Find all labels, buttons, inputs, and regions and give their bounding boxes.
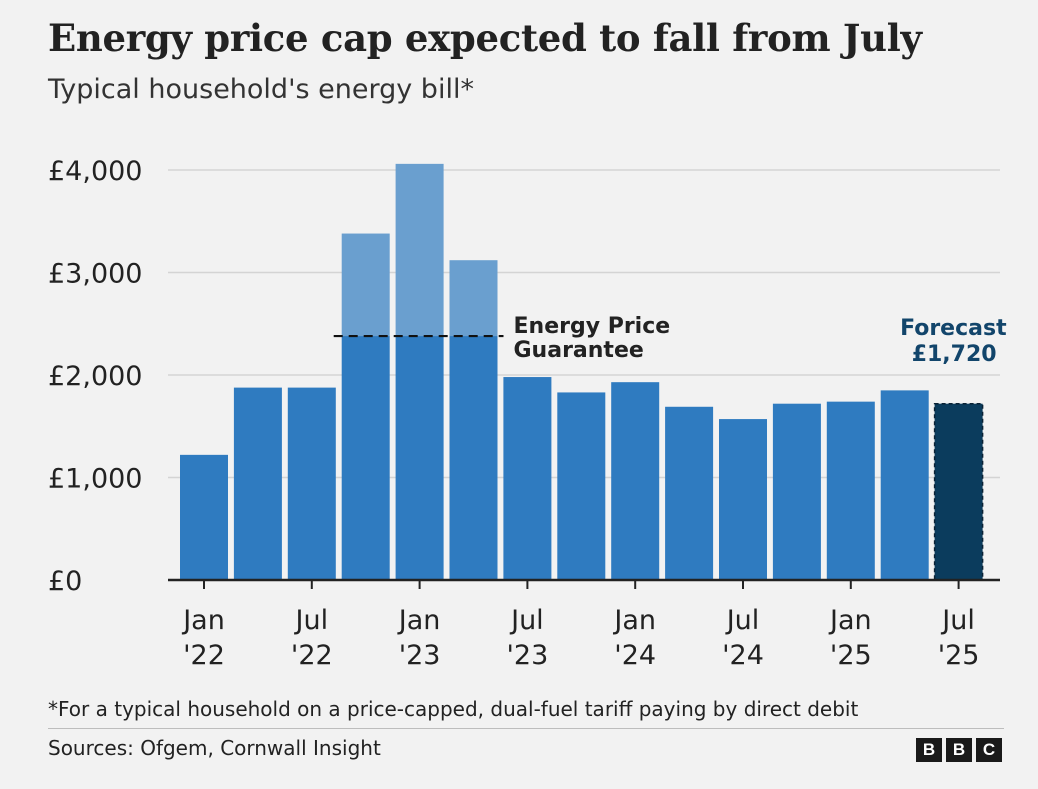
y-tick-label: £0 xyxy=(48,566,82,597)
y-tick-label: £3,000 xyxy=(48,259,142,290)
x-tick-label: '24 xyxy=(722,640,764,671)
x-tick-label: Jul xyxy=(509,605,544,636)
bar xyxy=(233,387,282,580)
chart-title: Energy price cap expected to fall from J… xyxy=(48,16,922,60)
bar xyxy=(503,377,552,580)
bar xyxy=(180,454,228,580)
bbc-logo-letter: B xyxy=(916,738,942,762)
bar xyxy=(341,336,390,580)
bbc-logo-letter: C xyxy=(976,738,1002,762)
bar-upper xyxy=(449,260,498,337)
bar xyxy=(449,336,498,580)
x-tick-label: '23 xyxy=(399,640,441,671)
x-tick-label: Jan xyxy=(397,605,441,636)
bar xyxy=(287,387,336,580)
x-tick-label: '24 xyxy=(614,640,656,671)
bar-upper xyxy=(395,163,444,337)
bar xyxy=(772,403,821,580)
chart-subtitle: Typical household's energy bill* xyxy=(48,74,474,105)
y-tick-label: £2,000 xyxy=(48,361,142,392)
x-tick-label: '22 xyxy=(291,640,333,671)
bar-upper xyxy=(341,233,390,337)
divider xyxy=(48,728,1004,729)
x-tick-label: Jan xyxy=(612,605,656,636)
x-tick-label: Jul xyxy=(294,605,329,636)
x-tick-label: '25 xyxy=(938,640,980,671)
bbc-logo-letter: B xyxy=(946,738,972,762)
source-credit: Sources: Ofgem, Cornwall Insight xyxy=(48,736,381,760)
y-tick-label: £1,000 xyxy=(48,464,142,495)
bar-chart: £0 £1,000 £2,000 £3,000 £4,000 Energy PriceGu… xyxy=(48,156,1007,671)
guarantee-label: Energy Price xyxy=(514,314,671,339)
x-tick-label: '25 xyxy=(830,640,872,671)
x-tick-label: Jul xyxy=(940,605,975,636)
y-tick-label: £4,000 xyxy=(48,156,142,187)
bbc-logo: B B C xyxy=(916,738,1002,762)
bar xyxy=(611,382,660,580)
forecast-value-label: £1,720 xyxy=(912,342,997,367)
x-tick-label: Jan xyxy=(181,605,225,636)
bar-forecast xyxy=(933,402,984,581)
x-tick-label: Jan xyxy=(828,605,872,636)
bar xyxy=(665,406,714,580)
footnote: *For a typical household on a price-capp… xyxy=(48,697,859,721)
x-tick-label: '23 xyxy=(507,640,549,671)
bar xyxy=(395,336,444,580)
bar xyxy=(826,401,875,580)
bar xyxy=(880,390,929,580)
bar xyxy=(557,392,606,580)
guarantee-label: Guarantee xyxy=(514,338,644,363)
x-tick-label: Jul xyxy=(725,605,760,636)
bar xyxy=(719,419,767,580)
forecast-label: Forecast xyxy=(900,316,1007,341)
x-tick-label: '22 xyxy=(183,640,225,671)
